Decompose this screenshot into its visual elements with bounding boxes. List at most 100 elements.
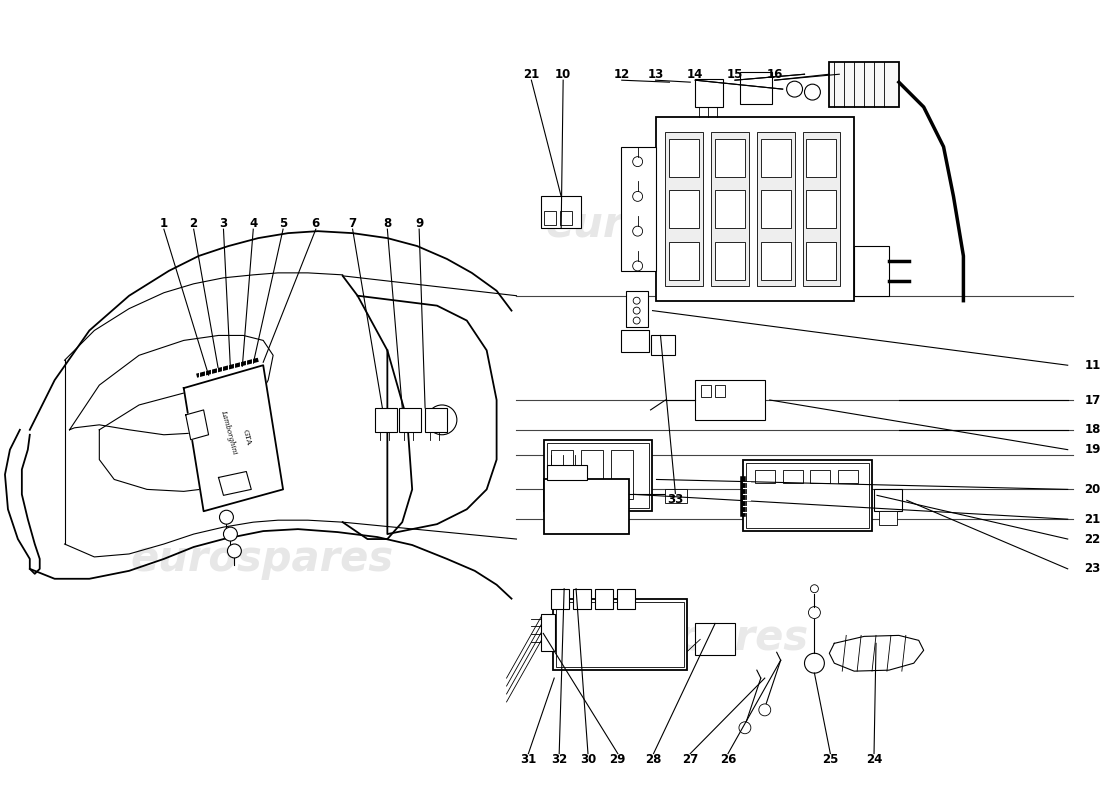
- Bar: [742, 459, 872, 531]
- Text: 12: 12: [614, 68, 630, 81]
- Bar: [375, 408, 397, 432]
- Text: 29: 29: [609, 753, 626, 766]
- Bar: [581, 450, 603, 499]
- Bar: [620, 146, 656, 271]
- Text: 25: 25: [822, 753, 838, 766]
- Bar: [757, 132, 794, 286]
- Circle shape: [804, 654, 824, 673]
- Text: 24: 24: [866, 753, 882, 766]
- Bar: [548, 465, 587, 481]
- Circle shape: [786, 81, 803, 97]
- Polygon shape: [219, 471, 251, 495]
- Bar: [755, 470, 774, 483]
- Circle shape: [223, 527, 238, 541]
- Bar: [670, 242, 700, 280]
- Circle shape: [634, 298, 640, 304]
- Polygon shape: [829, 635, 924, 671]
- Circle shape: [632, 261, 642, 271]
- Bar: [560, 211, 572, 225]
- Text: GTA: GTA: [241, 429, 252, 446]
- Bar: [670, 190, 700, 228]
- Bar: [557, 602, 684, 667]
- Bar: [695, 623, 735, 655]
- Bar: [838, 470, 858, 483]
- Bar: [811, 470, 830, 483]
- Text: 18: 18: [1085, 423, 1100, 436]
- Bar: [761, 138, 791, 177]
- Text: 10: 10: [556, 68, 571, 81]
- Bar: [715, 138, 745, 177]
- Circle shape: [759, 704, 771, 716]
- Bar: [761, 242, 791, 280]
- Text: 21: 21: [524, 68, 539, 81]
- Text: 2: 2: [189, 217, 198, 230]
- Bar: [874, 490, 902, 511]
- Bar: [544, 211, 557, 225]
- Text: eurospares: eurospares: [131, 538, 394, 580]
- Bar: [617, 589, 635, 609]
- Bar: [715, 190, 745, 228]
- Circle shape: [427, 405, 456, 434]
- Text: 3: 3: [219, 217, 228, 230]
- Text: 22: 22: [1085, 533, 1100, 546]
- Bar: [573, 589, 591, 609]
- Bar: [650, 335, 675, 355]
- Bar: [544, 479, 629, 534]
- Text: Lamborghini: Lamborghini: [219, 409, 239, 454]
- Bar: [553, 598, 688, 670]
- Circle shape: [632, 226, 642, 236]
- Bar: [656, 117, 855, 301]
- Text: eurospares: eurospares: [546, 618, 808, 659]
- Circle shape: [220, 510, 233, 524]
- Text: 19: 19: [1085, 443, 1100, 456]
- Text: 23: 23: [1085, 562, 1100, 575]
- Text: 20: 20: [1085, 483, 1100, 496]
- Text: 32: 32: [551, 753, 568, 766]
- Bar: [829, 62, 899, 107]
- Text: 27: 27: [682, 753, 698, 766]
- Circle shape: [808, 606, 821, 618]
- Text: 5: 5: [279, 217, 287, 230]
- Bar: [879, 511, 896, 525]
- Text: 9: 9: [415, 217, 424, 230]
- Bar: [551, 450, 573, 499]
- Text: 16: 16: [767, 68, 783, 81]
- Text: 17: 17: [1085, 394, 1100, 406]
- Text: 15: 15: [727, 68, 744, 81]
- Bar: [551, 589, 569, 609]
- Circle shape: [739, 722, 751, 734]
- Bar: [425, 408, 447, 432]
- Bar: [783, 470, 803, 483]
- Bar: [544, 440, 651, 511]
- Bar: [803, 132, 840, 286]
- Bar: [610, 450, 632, 499]
- Bar: [855, 246, 889, 296]
- Text: 33: 33: [668, 493, 683, 506]
- Bar: [761, 190, 791, 228]
- Bar: [806, 138, 836, 177]
- Bar: [746, 462, 869, 528]
- Text: 8: 8: [383, 217, 392, 230]
- Text: 7: 7: [349, 217, 356, 230]
- Circle shape: [811, 585, 818, 593]
- Bar: [399, 408, 421, 432]
- Text: 11: 11: [1085, 358, 1100, 372]
- Bar: [666, 132, 703, 286]
- Bar: [715, 385, 725, 397]
- Polygon shape: [186, 410, 209, 440]
- Circle shape: [632, 191, 642, 202]
- Bar: [595, 589, 613, 609]
- Text: 6: 6: [311, 217, 320, 230]
- Text: eurospares: eurospares: [546, 204, 808, 246]
- Bar: [711, 132, 749, 286]
- Text: 1: 1: [160, 217, 168, 230]
- Text: 21: 21: [1085, 513, 1100, 526]
- Bar: [541, 196, 581, 228]
- Bar: [715, 242, 745, 280]
- Bar: [626, 290, 648, 326]
- Text: 14: 14: [688, 68, 703, 81]
- Bar: [695, 380, 764, 420]
- Text: 31: 31: [520, 753, 537, 766]
- Text: 13: 13: [648, 68, 663, 81]
- Text: 30: 30: [580, 753, 596, 766]
